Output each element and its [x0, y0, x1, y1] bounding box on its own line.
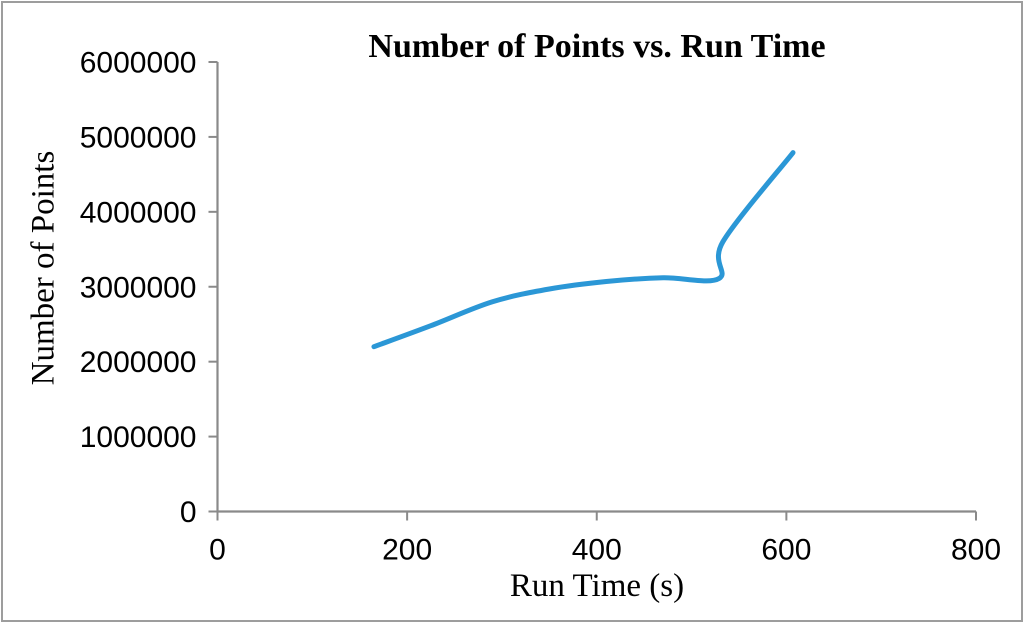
y-tick-label: 3000000: [80, 271, 197, 304]
x-axis-title: Run Time (s): [509, 568, 685, 604]
x-tick-label: 200: [382, 534, 432, 567]
series-line: [371, 150, 796, 350]
y-tick-label: 1000000: [80, 421, 197, 454]
chart-title: Number of Points vs. Run Time: [368, 28, 826, 65]
y-tick-label: 5000000: [80, 121, 197, 154]
x-tick-label: 0: [209, 534, 226, 567]
y-tick-label: 6000000: [80, 47, 197, 80]
axis-lines: [216, 62, 976, 513]
y-tick-label: 0: [180, 496, 197, 529]
x-tick-label: 400: [572, 534, 622, 567]
x-tick-label: 800: [951, 534, 1001, 567]
y-tick-label: 2000000: [80, 346, 197, 379]
x-tick-label: 600: [761, 534, 811, 567]
y-tick-label: 4000000: [80, 196, 197, 229]
